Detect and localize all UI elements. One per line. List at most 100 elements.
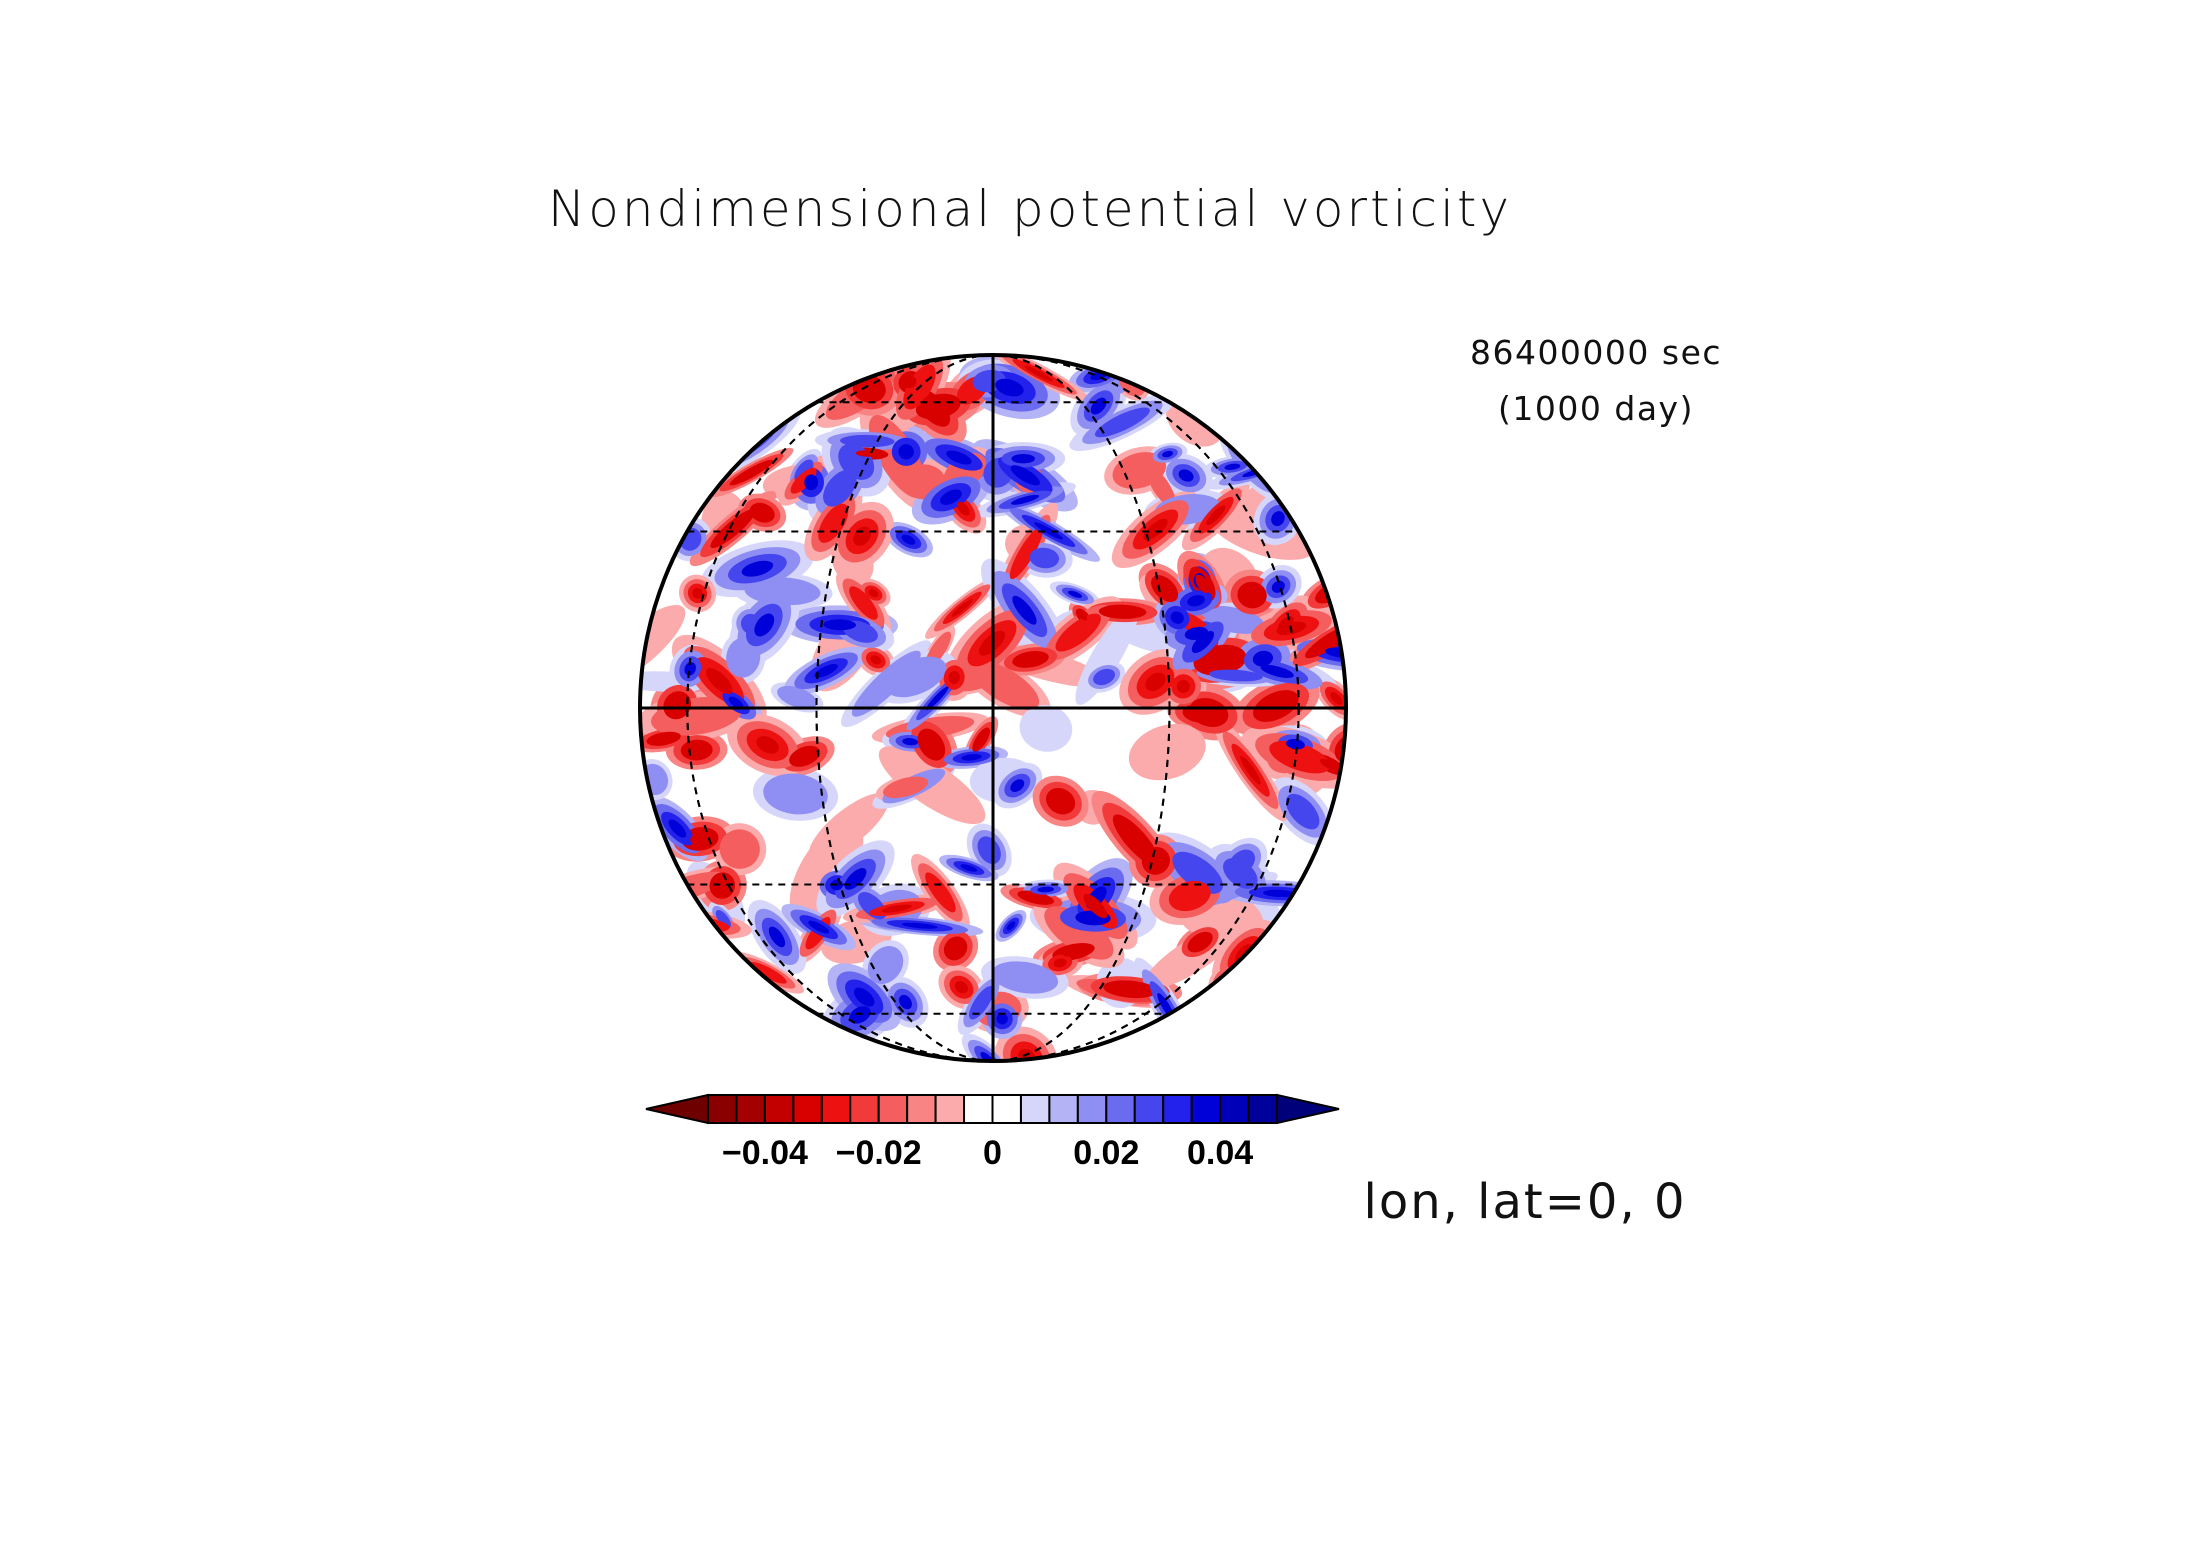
vorticity-contour (956, 501, 970, 516)
vorticity-contour (1055, 613, 1101, 652)
vorticity-contour (925, 686, 949, 711)
vorticity-contour (976, 733, 986, 747)
vorticity-contour (706, 668, 733, 695)
vorticity-contour (969, 986, 994, 1020)
vorticity-contour (715, 878, 730, 893)
vorticity-contour (849, 586, 878, 620)
time-seconds: 86400000 sec (1470, 333, 1722, 372)
colorbar-tick-label: 0.04 (1187, 1134, 1253, 1172)
vorticity-contour (1269, 740, 1331, 774)
vorticity-contour (1263, 697, 1289, 715)
vorticity-contour (881, 904, 912, 913)
colorbar-swatch (1247, 1094, 1279, 1124)
colorbar-tick-label: −0.04 (722, 1134, 808, 1172)
vorticity-contour (1010, 779, 1025, 792)
vorticity-contour (1025, 893, 1046, 902)
vorticity-contour (1123, 826, 1149, 854)
vorticity-contour (882, 776, 929, 799)
vorticity-contour (1178, 469, 1194, 482)
vorticity-contour (885, 656, 947, 698)
vorticity-contour (804, 474, 819, 491)
vorticity-contour (991, 961, 1059, 994)
colorbar-tick-label: 0.02 (1073, 1134, 1139, 1172)
vorticity-contour (1083, 893, 1108, 919)
colorbar-swatch (707, 1094, 738, 1124)
vorticity-contour (1020, 654, 1041, 664)
colorbar-swatch (1133, 1094, 1165, 1124)
vorticity-contour (1208, 669, 1263, 682)
colorbar-swatch (1076, 1094, 1108, 1124)
vorticity-contour (719, 829, 760, 869)
vorticity-contour (1168, 880, 1211, 912)
vorticity-contour (939, 489, 962, 505)
vorticity-contour (1094, 407, 1150, 438)
vorticity-contour (1244, 587, 1260, 603)
vorticity-contour (741, 560, 774, 577)
colorbar: −0.04 −0.02 0 0.02 0.04 (645, 1093, 1340, 1172)
colorbar-swatch (792, 1094, 823, 1124)
vorticity-contour (715, 910, 731, 929)
vorticity-contour (1172, 851, 1223, 894)
vorticity-contour (640, 604, 686, 687)
vorticity-contour (1240, 755, 1261, 785)
time-days: (1000 day) (1498, 389, 1694, 428)
vorticity-contour (763, 773, 828, 815)
vorticity-contour (823, 619, 856, 631)
vorticity-contour (1146, 467, 1176, 508)
vorticity-contour (692, 588, 703, 599)
vorticity-contour (1224, 463, 1241, 470)
vorticity-contour (948, 671, 960, 685)
vorticity-contour (1145, 672, 1166, 692)
vorticity-contour (949, 941, 962, 955)
vorticity-contour (1006, 921, 1016, 931)
colorbar-tick-label: −0.02 (836, 1134, 922, 1172)
vorticity-contour (1271, 511, 1285, 527)
vorticity-contour (756, 736, 779, 754)
vorticity-contour (728, 696, 744, 709)
vorticity-contour (754, 613, 775, 637)
vorticity-contour (902, 738, 918, 746)
vorticity-contour (1206, 505, 1226, 526)
colorbar-swatch (906, 1094, 937, 1124)
vorticity-contour (870, 655, 882, 665)
vorticity-contour (768, 926, 786, 948)
vorticity-contour (1170, 611, 1184, 624)
vorticity-contour (1252, 650, 1274, 667)
projection-label: lon, lat=0, 0 (1363, 1174, 1686, 1230)
colorbar-swatch (1162, 1094, 1193, 1124)
vorticity-contour (814, 663, 838, 678)
vorticity-contour (796, 750, 814, 762)
colorbar-swatch (820, 1094, 852, 1124)
colorbar-swatch (877, 1094, 909, 1124)
vorticity-contour (739, 465, 764, 480)
vorticity-contour (1010, 494, 1040, 505)
vorticity-contour (1330, 692, 1343, 705)
vorticity-contour (1009, 526, 1043, 580)
vorticity-contour (1260, 664, 1294, 679)
colorbar-swatch (1048, 1094, 1079, 1124)
vorticity-contour (1093, 668, 1116, 686)
figure-title: Nondimensional potential vorticity (548, 180, 1512, 238)
vorticity-contour (1143, 518, 1168, 541)
colorbar-swatch (763, 1094, 795, 1124)
colorbar-swatch (991, 1094, 1022, 1124)
colorbar-swatch (963, 1094, 994, 1124)
vorticity-contour (899, 994, 912, 1010)
colorbar-max-extend (1276, 1093, 1340, 1125)
colorbar-swatch (1190, 1094, 1222, 1124)
vorticity-contour (1029, 547, 1060, 569)
vorticity-contour (755, 507, 769, 519)
vorticity-contour (955, 980, 968, 994)
vorticity-contour (925, 872, 956, 913)
vorticity-contour (1187, 595, 1205, 607)
vorticity-contour (1286, 738, 1305, 750)
colorbar-swatch (1105, 1094, 1136, 1124)
vorticity-contour (1011, 454, 1035, 464)
vorticity-contour (901, 534, 916, 545)
globe-outline (638, 353, 1348, 1063)
vorticity-contour (898, 444, 914, 460)
vorticity-contour (1319, 758, 1339, 771)
colorbar-tick-label: 0 (983, 1134, 1002, 1172)
vorticity-contour (688, 744, 706, 756)
colorbar-min-extend (645, 1093, 709, 1125)
